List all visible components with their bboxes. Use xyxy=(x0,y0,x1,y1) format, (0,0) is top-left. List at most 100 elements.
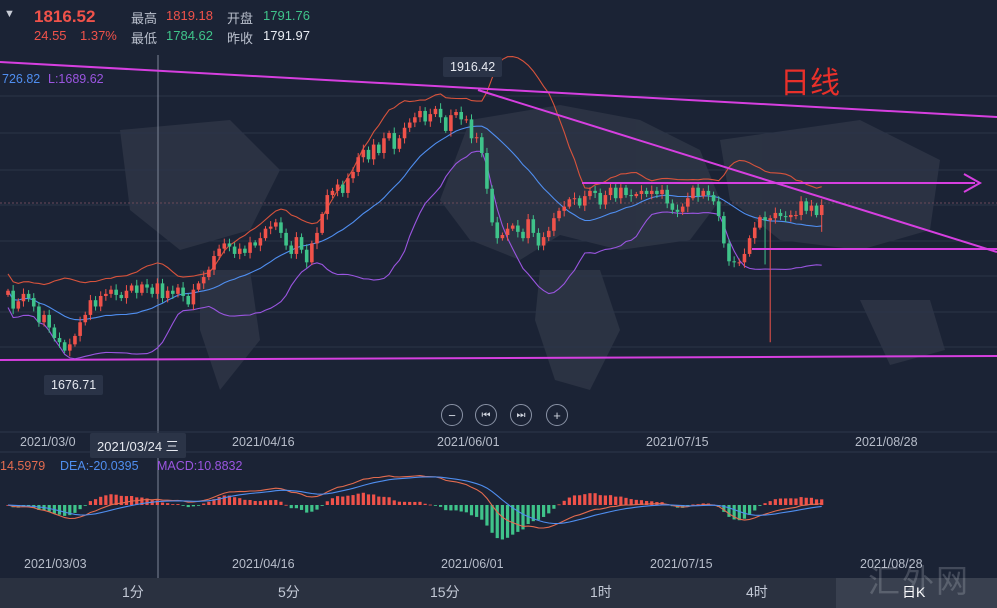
candle-body xyxy=(47,314,51,328)
candle-body xyxy=(480,137,484,154)
timeframe-daily[interactable]: 日K xyxy=(902,584,926,600)
candle-body xyxy=(747,238,752,254)
site-watermark: 汇外网 xyxy=(868,563,971,599)
zoom-in-button[interactable]: + xyxy=(546,404,568,426)
chevron-down-icon[interactable]: ▼ xyxy=(4,8,15,20)
candle-body xyxy=(207,269,211,278)
macd-bar xyxy=(330,498,335,505)
timeframe-5min[interactable]: 5分 xyxy=(278,584,300,600)
macd-bar xyxy=(397,501,401,505)
macd-bar xyxy=(645,500,649,505)
candle-body xyxy=(655,190,659,195)
candle-body xyxy=(624,187,628,196)
timeframe-15min[interactable]: 15分 xyxy=(430,584,460,600)
candle-body xyxy=(222,243,227,249)
candlesticks xyxy=(6,103,824,357)
candle-body xyxy=(567,199,572,207)
macd-bar xyxy=(145,498,149,505)
macd-bar xyxy=(572,495,577,505)
candle-body xyxy=(495,222,500,239)
candle-body xyxy=(552,218,556,231)
macd-bar xyxy=(382,496,386,505)
candle-body xyxy=(268,226,273,229)
candle-body xyxy=(114,289,118,295)
high-label: 最高 xyxy=(131,11,158,26)
candle-body xyxy=(691,187,695,199)
candle-body xyxy=(706,190,711,196)
candle-body xyxy=(536,232,541,246)
macd-bar xyxy=(480,505,484,520)
macd-bar xyxy=(521,505,525,530)
candle-body xyxy=(304,249,309,263)
candle-body xyxy=(758,217,762,228)
macd-x-tick-label: 2021/03/03 xyxy=(24,557,87,571)
macd-bar xyxy=(495,505,499,539)
macd-bar xyxy=(614,496,618,505)
candle-body xyxy=(150,287,154,294)
macd-bar xyxy=(140,497,144,505)
macd-bar xyxy=(804,497,808,505)
step-forward-button[interactable]: ⏭ xyxy=(510,404,532,426)
candle-body xyxy=(696,187,700,197)
macd-bar xyxy=(217,497,221,505)
macd-bar xyxy=(418,501,422,505)
macd-bar xyxy=(274,499,278,505)
candle-body xyxy=(773,212,778,219)
macd-bar xyxy=(207,501,211,505)
x-tick-label: 2021/08/28 xyxy=(855,435,918,449)
macd-x-tick-label: 2021/08/28 xyxy=(860,557,923,571)
candle-body xyxy=(284,232,288,246)
candle-body xyxy=(660,189,664,195)
macd-bar xyxy=(222,495,226,505)
candle-body xyxy=(68,344,72,351)
candle-body xyxy=(557,210,561,219)
step-back-button[interactable]: ⏮ xyxy=(475,404,497,426)
macd-bar xyxy=(578,495,582,505)
timeframe-1h[interactable]: 1时 xyxy=(590,584,612,600)
macd-bar xyxy=(299,505,304,510)
macd-bar xyxy=(588,493,592,505)
candle-body xyxy=(449,115,453,131)
macd-bar xyxy=(629,499,633,505)
candle-body xyxy=(124,290,129,299)
timeframe-4h[interactable]: 4时 xyxy=(746,584,768,600)
candle-body xyxy=(397,138,402,149)
macd-bar xyxy=(454,505,458,511)
candle-body xyxy=(722,216,726,244)
macd-bar xyxy=(768,501,772,505)
macd-bar xyxy=(351,495,355,505)
candle-body xyxy=(37,306,41,323)
macd-bar xyxy=(63,505,67,516)
candle-body xyxy=(217,248,221,257)
macd-bar xyxy=(634,499,638,505)
candle-body xyxy=(366,149,371,160)
candle-body xyxy=(232,246,237,254)
candle-body xyxy=(603,195,608,205)
candle-body xyxy=(299,237,304,250)
candle-body xyxy=(783,216,788,218)
timeframe-1min[interactable]: 1分 xyxy=(122,584,144,600)
macd-bar xyxy=(536,505,541,520)
candle-body xyxy=(407,122,412,128)
zoom-out-button[interactable]: − xyxy=(441,404,463,426)
candle-body xyxy=(716,201,721,217)
candle-body xyxy=(176,287,180,294)
macd-bar xyxy=(294,505,298,509)
macd-bar xyxy=(459,505,463,512)
macd-bar xyxy=(562,500,566,505)
candle-body xyxy=(258,238,263,246)
candle-body xyxy=(768,218,772,221)
timeframe-bar xyxy=(0,578,997,608)
candle-body xyxy=(16,301,21,309)
macd-bar xyxy=(598,495,602,505)
candle-body xyxy=(351,171,355,179)
macd-bar xyxy=(238,498,242,505)
trend-line-descending xyxy=(477,89,997,253)
candle-body xyxy=(418,110,422,118)
macd-dif-legend: 14.5979 xyxy=(0,459,46,473)
candle-body xyxy=(191,289,196,305)
candle-body xyxy=(134,285,139,293)
macd-bar xyxy=(681,505,685,508)
